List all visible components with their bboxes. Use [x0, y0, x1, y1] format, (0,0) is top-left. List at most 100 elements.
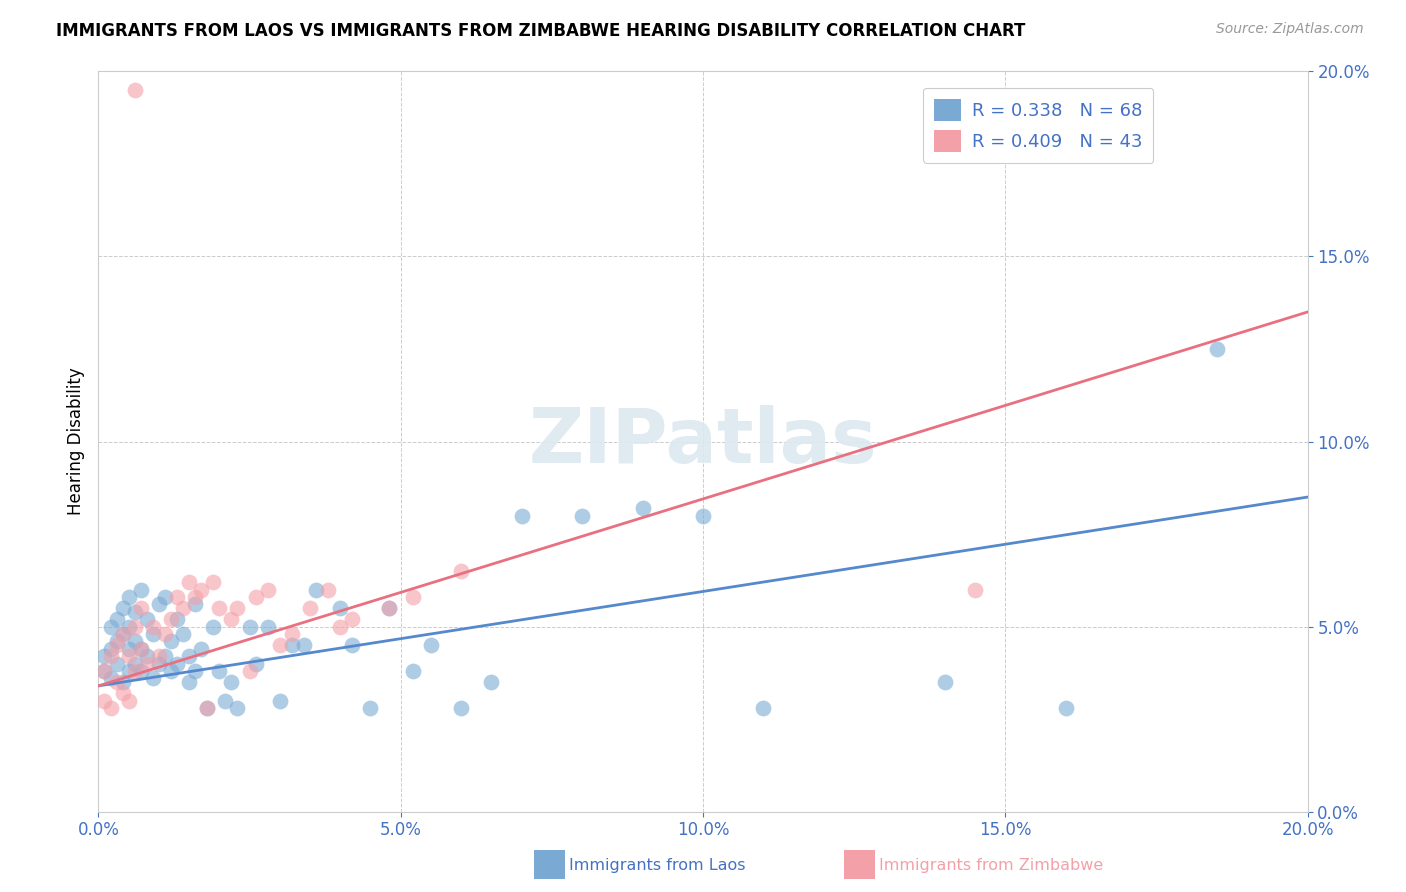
Point — [142, 627, 165, 641]
Point — [1054, 701, 1077, 715]
Point — [124, 83, 146, 97]
Point — [93, 694, 115, 708]
Point — [124, 619, 146, 633]
Point — [329, 601, 352, 615]
Point — [202, 575, 225, 590]
Point — [111, 601, 134, 615]
Point — [166, 612, 188, 626]
Point — [129, 664, 152, 678]
Point — [305, 582, 328, 597]
Legend: R = 0.338   N = 68, R = 0.409   N = 43: R = 0.338 N = 68, R = 0.409 N = 43 — [924, 87, 1153, 162]
Point — [269, 638, 291, 652]
Point — [129, 641, 152, 656]
Point — [118, 664, 141, 678]
Point — [166, 590, 188, 604]
Point — [184, 590, 207, 604]
Point — [281, 638, 304, 652]
Point — [184, 664, 207, 678]
Text: Immigrants from Zimbabwe: Immigrants from Zimbabwe — [879, 858, 1102, 872]
Point — [1206, 342, 1229, 356]
Point — [377, 601, 399, 615]
Point — [124, 664, 146, 678]
Point — [179, 575, 201, 590]
Point — [124, 605, 146, 619]
Point — [692, 508, 714, 523]
Point — [239, 619, 262, 633]
Point — [129, 641, 152, 656]
Point — [377, 601, 399, 615]
Point — [934, 675, 956, 690]
Point — [160, 612, 183, 626]
Point — [281, 627, 304, 641]
Point — [226, 701, 249, 715]
Point — [360, 701, 382, 715]
Point — [208, 664, 231, 678]
Point — [100, 672, 122, 686]
Point — [105, 612, 128, 626]
Point — [111, 675, 134, 690]
Point — [166, 657, 188, 671]
Point — [142, 619, 165, 633]
Point — [153, 649, 176, 664]
Point — [571, 508, 593, 523]
Point — [118, 649, 141, 664]
Point — [214, 694, 236, 708]
Point — [190, 641, 212, 656]
Y-axis label: Hearing Disability: Hearing Disability — [66, 368, 84, 516]
Point — [965, 582, 987, 597]
Point — [450, 564, 472, 578]
Point — [148, 657, 170, 671]
Text: Immigrants from Laos: Immigrants from Laos — [569, 858, 747, 872]
Point — [299, 601, 322, 615]
Point — [256, 582, 278, 597]
Point — [202, 619, 225, 633]
Point — [342, 638, 364, 652]
Point — [93, 664, 115, 678]
Point — [135, 649, 157, 664]
Point — [481, 675, 503, 690]
Point — [184, 598, 207, 612]
Point — [129, 601, 152, 615]
Point — [179, 675, 201, 690]
Point — [118, 641, 141, 656]
Point — [100, 649, 122, 664]
Point — [100, 701, 122, 715]
Point — [160, 664, 183, 678]
Point — [118, 619, 141, 633]
Point — [148, 598, 170, 612]
Point — [256, 619, 278, 633]
Point — [111, 686, 134, 700]
Point — [631, 501, 654, 516]
Point — [245, 590, 267, 604]
Point — [226, 601, 249, 615]
Point — [105, 634, 128, 648]
Point — [292, 638, 315, 652]
Point — [118, 590, 141, 604]
Point — [402, 590, 425, 604]
Point — [420, 638, 443, 652]
Point — [93, 649, 115, 664]
Text: Source: ZipAtlas.com: Source: ZipAtlas.com — [1216, 22, 1364, 37]
Point — [221, 675, 243, 690]
Point — [342, 612, 364, 626]
Point — [402, 664, 425, 678]
Point — [105, 657, 128, 671]
Point — [135, 657, 157, 671]
Point — [100, 619, 122, 633]
Point — [105, 675, 128, 690]
Point — [245, 657, 267, 671]
Point — [239, 664, 262, 678]
Point — [153, 627, 176, 641]
Point — [129, 582, 152, 597]
Point — [510, 508, 533, 523]
Point — [124, 657, 146, 671]
Point — [221, 612, 243, 626]
Point — [153, 590, 176, 604]
Point — [450, 701, 472, 715]
Point — [269, 694, 291, 708]
Point — [179, 649, 201, 664]
Point — [172, 601, 194, 615]
Point — [111, 627, 134, 641]
Point — [142, 672, 165, 686]
Point — [752, 701, 775, 715]
